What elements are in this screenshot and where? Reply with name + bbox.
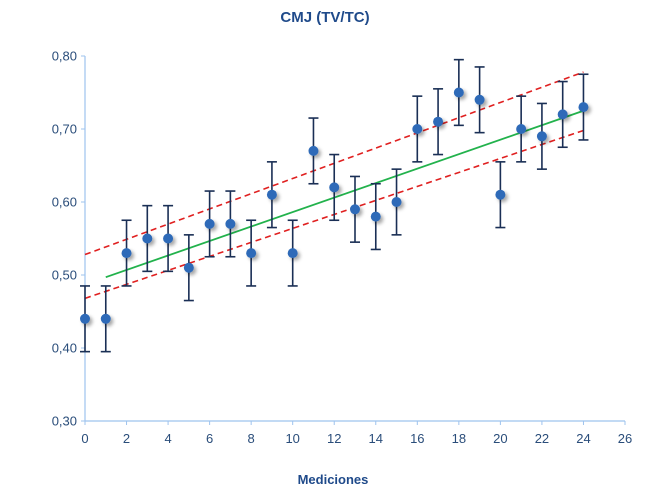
data-point [287, 248, 298, 259]
x-tick-label: 4 [164, 431, 171, 446]
x-tick-label: 18 [452, 431, 466, 446]
data-point [578, 102, 589, 113]
chart-title: CMJ (TV/TC) [280, 9, 369, 26]
data-point [536, 131, 547, 142]
x-tick-label: 0 [81, 431, 88, 446]
data-point [453, 87, 464, 98]
data-point [474, 94, 485, 105]
data-point [350, 204, 360, 215]
data-point [183, 262, 194, 273]
plot-area: 0,300,400,500,600,700,800 2 4 6 8 10 12 14 16 18 2… [52, 49, 633, 447]
x-tick-label: 16 [410, 431, 424, 446]
x-tick-label: 22 [535, 431, 549, 446]
trend-line [105, 109, 584, 279]
data-point [557, 109, 568, 120]
y-tick-label: 0,60 [52, 195, 77, 210]
data-point [225, 218, 236, 229]
data-point [391, 197, 402, 207]
data-point [516, 124, 527, 134]
x-tick-label: 2 [123, 431, 130, 446]
x-tick-label: 8 [248, 431, 255, 446]
data-point [266, 189, 277, 200]
data-point [308, 145, 319, 156]
data-point [204, 218, 215, 229]
x-tick-label: 20 [493, 431, 507, 446]
data-point [100, 313, 111, 324]
data-point [495, 189, 506, 200]
data-point [142, 233, 153, 244]
x-axis-title: Mediciones [298, 472, 369, 487]
x-tick-label: 6 [206, 431, 213, 446]
x-tick-label: 10 [285, 431, 299, 446]
data-point [329, 182, 340, 193]
x-tick-label: 24 [576, 431, 590, 446]
y-tick-label: 0,70 [52, 122, 77, 137]
data-point [433, 116, 444, 127]
data-point [121, 248, 132, 259]
y-tick-label: 0,40 [52, 341, 77, 356]
x-tick-label: 12 [327, 431, 341, 446]
data-point [246, 248, 257, 259]
data-point [370, 211, 381, 222]
x-tick-label: 26 [618, 431, 632, 446]
x-tick-label: 14 [369, 431, 383, 446]
y-tick-label: 0,50 [52, 268, 77, 283]
y-tick-label: 0,30 [52, 414, 77, 429]
y-tick-label: 0,80 [52, 49, 77, 64]
data-point [163, 233, 174, 244]
data-point [80, 313, 90, 324]
data-point [412, 124, 423, 134]
